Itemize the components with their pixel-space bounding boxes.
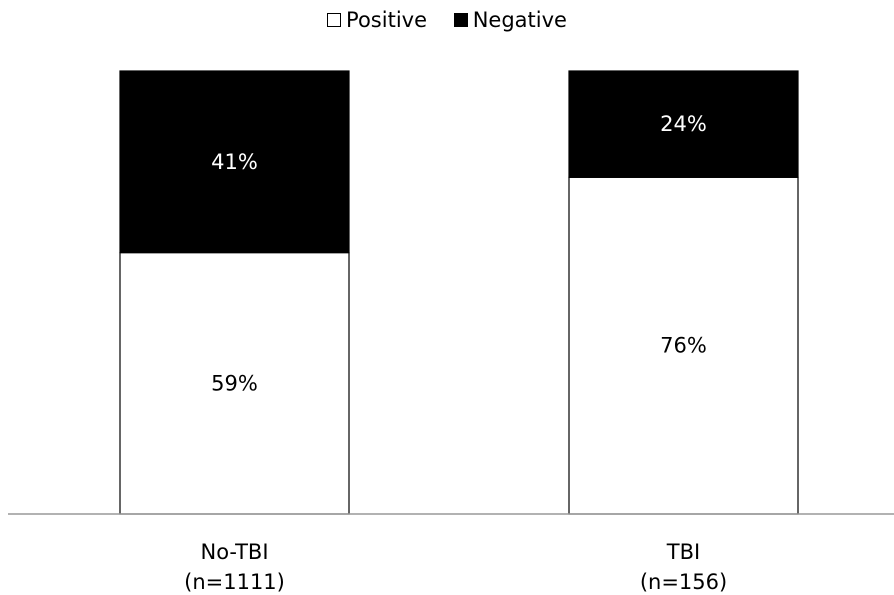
x-tick-label-1-line-1: No-TBI — [200, 540, 268, 564]
x-tick-label-2-line-2: (n=156) — [640, 570, 727, 594]
x-tick-label-1-line-2: (n=1111) — [184, 570, 285, 594]
data-label-negative-1: 41% — [211, 150, 258, 174]
legend-swatch-positive — [327, 13, 342, 27]
data-label-negative-2: 24% — [660, 112, 707, 136]
bar-negative-2 — [568, 70, 799, 178]
legend: Positive Negative — [0, 8, 894, 32]
legend-swatch-negative — [453, 13, 468, 27]
bar-positive-1 — [119, 252, 350, 515]
bar-negative-1 — [119, 70, 350, 254]
legend-item-negative: Negative — [453, 8, 567, 32]
legend-label-negative: Negative — [472, 8, 567, 32]
data-label-positive-2: 76% — [660, 334, 707, 358]
legend-label-positive: Positive — [346, 8, 428, 32]
data-label-positive-1: 59% — [211, 371, 258, 395]
legend-item-positive: Positive — [327, 8, 427, 32]
x-tick-label-2-line-1: TBI — [666, 540, 700, 564]
